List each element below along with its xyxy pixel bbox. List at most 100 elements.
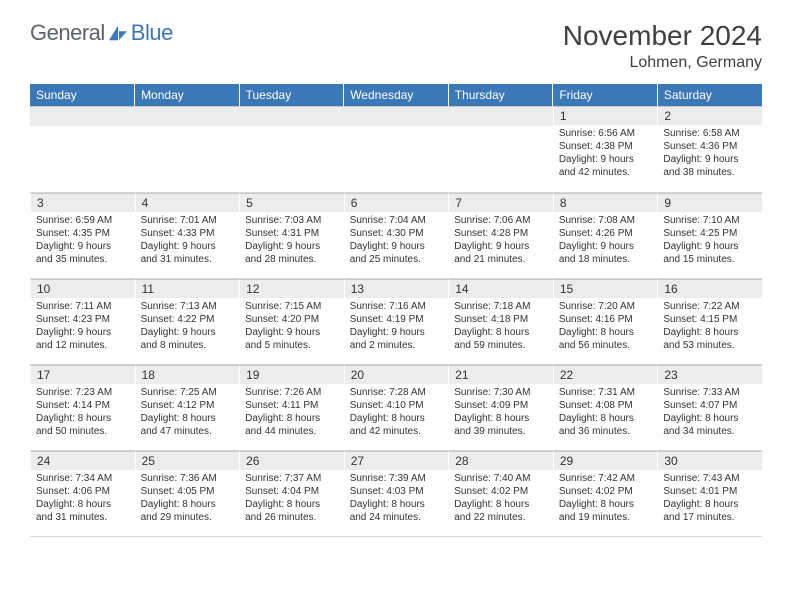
daylight-text: Daylight: 9 hours and 8 minutes. [141, 326, 234, 352]
day-content: Sunrise: 6:58 AMSunset: 4:36 PMDaylight:… [657, 125, 762, 183]
calendar-day-cell: 23Sunrise: 7:33 AMSunset: 4:07 PMDayligh… [657, 364, 762, 450]
day-content: Sunrise: 7:03 AMSunset: 4:31 PMDaylight:… [239, 212, 344, 270]
day-content: Sunrise: 7:18 AMSunset: 4:18 PMDaylight:… [448, 298, 553, 356]
sunset-text: Sunset: 4:19 PM [350, 313, 443, 326]
day-content: Sunrise: 7:37 AMSunset: 4:04 PMDaylight:… [239, 470, 344, 528]
calendar-day-cell: 25Sunrise: 7:36 AMSunset: 4:05 PMDayligh… [135, 450, 240, 536]
sunrise-text: Sunrise: 7:39 AM [350, 472, 443, 485]
sunset-text: Sunset: 4:12 PM [141, 399, 234, 412]
day-content: Sunrise: 7:40 AMSunset: 4:02 PMDaylight:… [448, 470, 553, 528]
calendar-day-cell: 17Sunrise: 7:23 AMSunset: 4:14 PMDayligh… [30, 364, 135, 450]
sunset-text: Sunset: 4:33 PM [141, 227, 234, 240]
day-number: 30 [657, 451, 762, 470]
daylight-text: Daylight: 8 hours and 56 minutes. [559, 326, 652, 352]
title-block: November 2024 Lohmen, Germany [563, 20, 762, 72]
day-number: 2 [657, 106, 762, 125]
calendar-day-cell: 13Sunrise: 7:16 AMSunset: 4:19 PMDayligh… [344, 278, 449, 364]
sunrise-text: Sunrise: 7:36 AM [141, 472, 234, 485]
sunrise-text: Sunrise: 7:31 AM [559, 386, 652, 399]
daylight-text: Daylight: 8 hours and 34 minutes. [663, 412, 756, 438]
calendar-day-cell: 7Sunrise: 7:06 AMSunset: 4:28 PMDaylight… [448, 192, 553, 278]
calendar-day-cell: 27Sunrise: 7:39 AMSunset: 4:03 PMDayligh… [344, 450, 449, 536]
daylight-text: Daylight: 9 hours and 12 minutes. [36, 326, 129, 352]
sunrise-text: Sunrise: 7:43 AM [663, 472, 756, 485]
sunrise-text: Sunrise: 7:06 AM [454, 214, 547, 227]
day-number: 20 [344, 365, 449, 384]
calendar-day-cell: 20Sunrise: 7:28 AMSunset: 4:10 PMDayligh… [344, 364, 449, 450]
daylight-text: Daylight: 9 hours and 25 minutes. [350, 240, 443, 266]
sunset-text: Sunset: 4:04 PM [245, 485, 338, 498]
calendar-day-cell: 3Sunrise: 6:59 AMSunset: 4:35 PMDaylight… [30, 192, 135, 278]
day-number: 29 [553, 451, 658, 470]
sunrise-text: Sunrise: 7:34 AM [36, 472, 129, 485]
day-content: Sunrise: 7:04 AMSunset: 4:30 PMDaylight:… [344, 212, 449, 270]
calendar-day-cell [135, 106, 240, 192]
day-content: Sunrise: 6:56 AMSunset: 4:38 PMDaylight:… [553, 125, 658, 183]
brand-text-blue: Blue [131, 20, 173, 46]
daylight-text: Daylight: 9 hours and 2 minutes. [350, 326, 443, 352]
daylight-text: Daylight: 8 hours and 47 minutes. [141, 412, 234, 438]
day-content: Sunrise: 7:20 AMSunset: 4:16 PMDaylight:… [553, 298, 658, 356]
calendar-week-row: 24Sunrise: 7:34 AMSunset: 4:06 PMDayligh… [30, 450, 762, 536]
calendar-week-row: 1Sunrise: 6:56 AMSunset: 4:38 PMDaylight… [30, 106, 762, 192]
sunrise-text: Sunrise: 7:42 AM [559, 472, 652, 485]
calendar-day-cell [239, 106, 344, 192]
sunset-text: Sunset: 4:22 PM [141, 313, 234, 326]
calendar-day-cell: 29Sunrise: 7:42 AMSunset: 4:02 PMDayligh… [553, 450, 658, 536]
day-content: Sunrise: 7:10 AMSunset: 4:25 PMDaylight:… [657, 212, 762, 270]
daylight-text: Daylight: 9 hours and 15 minutes. [663, 240, 756, 266]
sunrise-text: Sunrise: 7:26 AM [245, 386, 338, 399]
sunrise-text: Sunrise: 7:20 AM [559, 300, 652, 313]
sunset-text: Sunset: 4:05 PM [141, 485, 234, 498]
sunset-text: Sunset: 4:36 PM [663, 140, 756, 153]
empty-day-bar [239, 106, 344, 126]
day-number: 5 [239, 193, 344, 212]
daylight-text: Daylight: 8 hours and 59 minutes. [454, 326, 547, 352]
calendar-day-cell: 19Sunrise: 7:26 AMSunset: 4:11 PMDayligh… [239, 364, 344, 450]
daylight-text: Daylight: 8 hours and 17 minutes. [663, 498, 756, 524]
day-number: 26 [239, 451, 344, 470]
sunset-text: Sunset: 4:15 PM [663, 313, 756, 326]
sunset-text: Sunset: 4:23 PM [36, 313, 129, 326]
calendar-day-cell [448, 106, 553, 192]
sunrise-text: Sunrise: 6:58 AM [663, 127, 756, 140]
calendar-week-row: 17Sunrise: 7:23 AMSunset: 4:14 PMDayligh… [30, 364, 762, 450]
sunset-text: Sunset: 4:07 PM [663, 399, 756, 412]
day-content: Sunrise: 7:31 AMSunset: 4:08 PMDaylight:… [553, 384, 658, 442]
day-number: 23 [657, 365, 762, 384]
day-number: 25 [135, 451, 240, 470]
day-number: 16 [657, 279, 762, 298]
calendar-week-row: 3Sunrise: 6:59 AMSunset: 4:35 PMDaylight… [30, 192, 762, 278]
sunrise-text: Sunrise: 7:08 AM [559, 214, 652, 227]
sunrise-text: Sunrise: 7:16 AM [350, 300, 443, 313]
day-content: Sunrise: 7:28 AMSunset: 4:10 PMDaylight:… [344, 384, 449, 442]
sunset-text: Sunset: 4:06 PM [36, 485, 129, 498]
calendar-day-cell: 22Sunrise: 7:31 AMSunset: 4:08 PMDayligh… [553, 364, 658, 450]
weekday-header: Wednesday [344, 84, 449, 106]
daylight-text: Daylight: 8 hours and 19 minutes. [559, 498, 652, 524]
daylight-text: Daylight: 8 hours and 31 minutes. [36, 498, 129, 524]
day-number: 27 [344, 451, 449, 470]
daylight-text: Daylight: 9 hours and 18 minutes. [559, 240, 652, 266]
brand-logo: General Blue [30, 20, 173, 46]
sunset-text: Sunset: 4:25 PM [663, 227, 756, 240]
sunrise-text: Sunrise: 7:15 AM [245, 300, 338, 313]
calendar-day-cell: 10Sunrise: 7:11 AMSunset: 4:23 PMDayligh… [30, 278, 135, 364]
daylight-text: Daylight: 9 hours and 42 minutes. [559, 153, 652, 179]
day-content: Sunrise: 7:01 AMSunset: 4:33 PMDaylight:… [135, 212, 240, 270]
day-number: 8 [553, 193, 658, 212]
calendar-day-cell: 14Sunrise: 7:18 AMSunset: 4:18 PMDayligh… [448, 278, 553, 364]
calendar-day-cell: 21Sunrise: 7:30 AMSunset: 4:09 PMDayligh… [448, 364, 553, 450]
sunrise-text: Sunrise: 7:37 AM [245, 472, 338, 485]
sunrise-text: Sunrise: 7:11 AM [36, 300, 129, 313]
calendar-day-cell: 12Sunrise: 7:15 AMSunset: 4:20 PMDayligh… [239, 278, 344, 364]
day-content: Sunrise: 7:13 AMSunset: 4:22 PMDaylight:… [135, 298, 240, 356]
day-number: 7 [448, 193, 553, 212]
calendar-day-cell: 2Sunrise: 6:58 AMSunset: 4:36 PMDaylight… [657, 106, 762, 192]
day-number: 28 [448, 451, 553, 470]
daylight-text: Daylight: 8 hours and 42 minutes. [350, 412, 443, 438]
sunset-text: Sunset: 4:16 PM [559, 313, 652, 326]
day-number: 19 [239, 365, 344, 384]
sunrise-text: Sunrise: 7:23 AM [36, 386, 129, 399]
daylight-text: Daylight: 8 hours and 22 minutes. [454, 498, 547, 524]
